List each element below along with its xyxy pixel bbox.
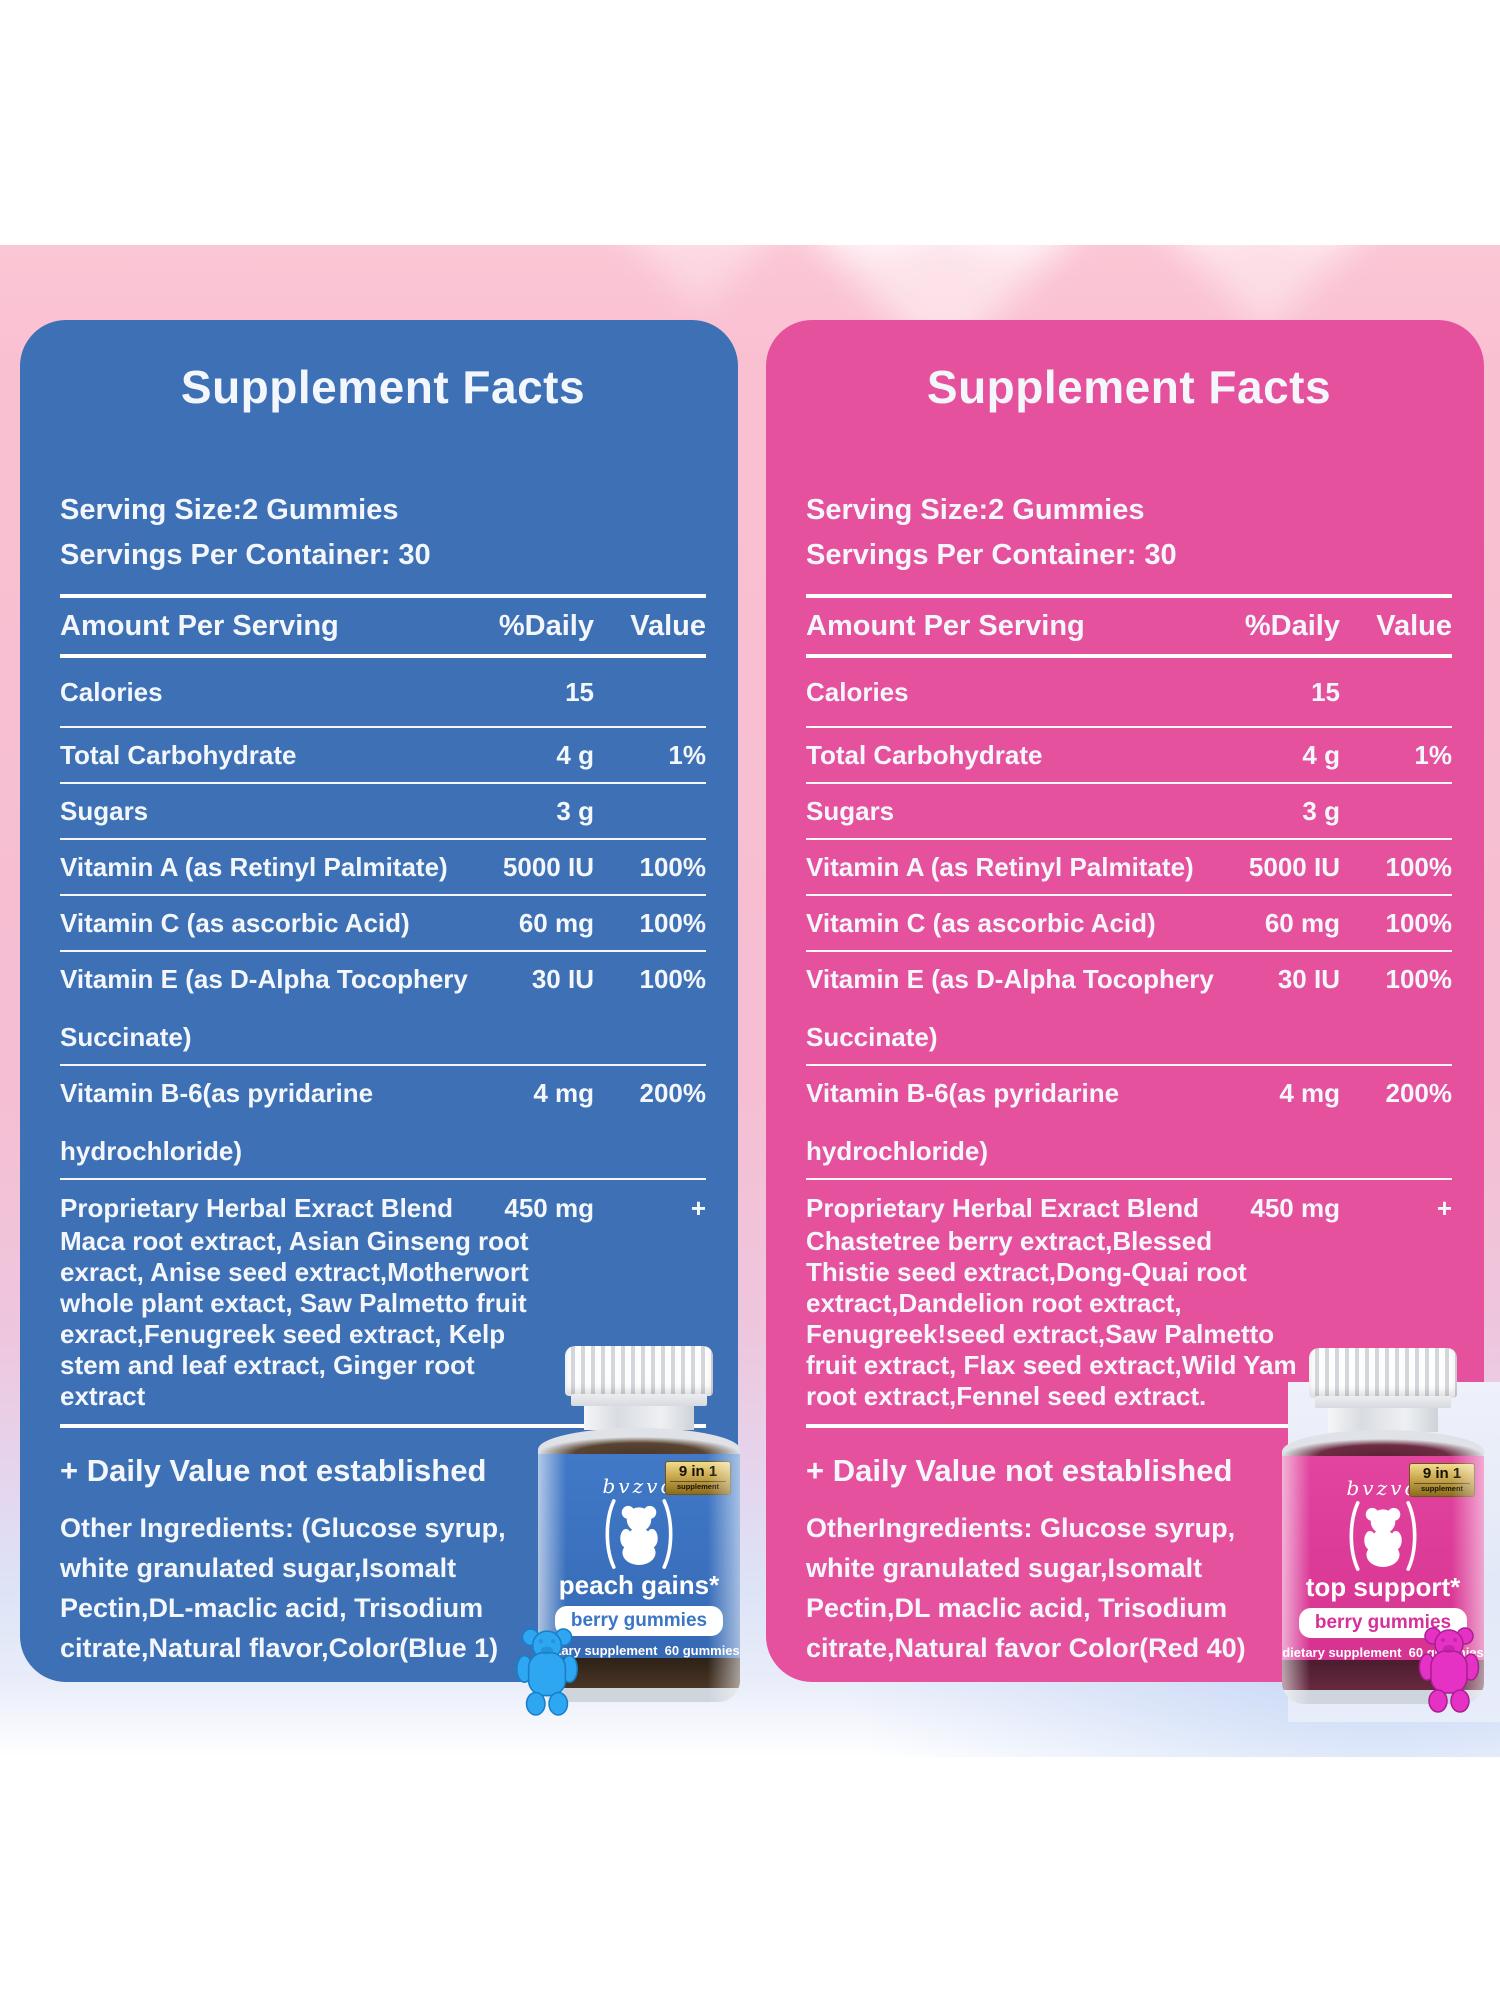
divider <box>60 1424 706 1428</box>
header-amount-per-serving: Amount Per Serving <box>806 610 1085 642</box>
header-value: Value <box>630 610 706 642</box>
other-ingredients: Other Ingredients: (Glucose syrup, white… <box>60 1513 506 1663</box>
table-row-vitamin-a: Vitamin A (as Retinyl Palmitate) 5000 IU 1… <box>60 838 706 894</box>
servings-per-container: Servings Per Container: 30 <box>806 539 1177 571</box>
product-name: peach gains* <box>558 1570 720 1600</box>
panel-title: Supplement Facts <box>926 361 1332 413</box>
table-row-vitamin-b6: Vitamin B-6(as pyridarine 4 mg 200% hydroc… <box>806 1064 1452 1178</box>
table-row-vitamin-e: Vitamin E (as D-Alpha Tocophery 30 IU 100%… <box>806 950 1452 1064</box>
nine-in-one-badge: 9 in 1 supplement <box>665 1461 731 1495</box>
proprietary-blend-row: Proprietary Herbal Exract Blend 450 mg + C… <box>806 1178 1452 1424</box>
product-name: top support* <box>1305 1572 1461 1602</box>
serving-info: Serving Size:2 Gummies Servings Per Cont… <box>60 488 706 578</box>
bear-silhouette-icon <box>605 1499 673 1569</box>
gummy-bear-pink <box>1418 1627 1480 1713</box>
divider <box>60 594 706 598</box>
table-header: Amount Per Serving %Daily Value <box>806 598 1452 654</box>
table-row-calories: Calories 15 <box>806 677 1340 707</box>
divider <box>806 594 1452 598</box>
bottle-cap <box>1309 1348 1457 1398</box>
nine-in-one-badge: 9 in 1 supplement <box>1409 1463 1475 1497</box>
product-bottle-peach-gains: 9 in 1 supplement bvzvo <box>538 1346 740 1702</box>
nutrient-table: Calories 15 Total Carbohydrate 4 g 1% Sugar… <box>60 658 706 1424</box>
brand-name: bvzvo <box>602 1474 676 1498</box>
bottle-shoulder <box>1282 1430 1484 1456</box>
bottle-neck <box>1328 1408 1438 1432</box>
table-row-vitamin-b6: Vitamin B-6(as pyridarine 4 mg 200% hydroc… <box>60 1064 706 1178</box>
brand-name: bvzvo <box>1346 1476 1420 1500</box>
bottle-glass-bottom <box>538 1688 740 1702</box>
serving-size: Serving Size:2 Gummies <box>60 494 399 526</box>
table-row-sugars: Sugars 3 g <box>806 782 1452 838</box>
table-row-vitamin-c: Vitamin C (as ascorbic Acid) 60 mg 100% <box>806 894 1452 950</box>
table-row-calories: Calories 15 <box>60 677 594 707</box>
serving-info: Serving Size:2 Gummies Servings Per Cont… <box>806 488 1452 578</box>
header-percent-daily: %Daily <box>498 610 594 642</box>
header-value: Value <box>1376 610 1452 642</box>
blend-ingredients: Chastetree berry extract,Blessed Thistie… <box>806 1226 1297 1411</box>
table-row-vitamin-e: Vitamin E (as D-Alpha Tocophery 30 IU 100%… <box>60 950 706 1064</box>
panel-title: Supplement Facts <box>180 361 586 413</box>
divider <box>806 1424 1452 1428</box>
header-amount-per-serving: Amount Per Serving <box>60 610 339 642</box>
blend-ingredients: Maca root extract, Asian Ginseng root ex… <box>60 1226 529 1411</box>
divider <box>806 654 1452 658</box>
table-row-vitamin-a: Vitamin A (as Retinyl Palmitate) 5000 IU 1… <box>806 838 1452 894</box>
table-row-vitamin-c: Vitamin C (as ascorbic Acid) 60 mg 100% <box>60 894 706 950</box>
bottle-cap-lip <box>571 1394 707 1406</box>
nutrient-table: Calories 15 Total Carbohydrate 4 g 1% Sugar… <box>806 658 1452 1424</box>
daily-value-footnote: + Daily Value not established <box>60 1453 487 1488</box>
supplement-facts-panel-pink: Supplement Facts Serving Size:2 Gummies … <box>766 320 1484 1682</box>
gummy-bear-blue <box>516 1628 578 1716</box>
bottle-neck <box>584 1406 694 1430</box>
bottle-cap <box>565 1346 713 1396</box>
flavor-badge: berry gummies <box>554 1606 724 1636</box>
table-row-sugars: Sugars 3 g <box>60 782 706 838</box>
table-row-carbohydrate: Total Carbohydrate 4 g 1% <box>806 726 1452 782</box>
header-percent-daily: %Daily <box>1244 610 1340 642</box>
serving-size: Serving Size:2 Gummies <box>806 494 1145 526</box>
other-ingredients: OtherIngredients: Glucose syrup, white g… <box>806 1513 1246 1663</box>
bottle-shoulder <box>538 1428 740 1454</box>
bottle-label: 9 in 1 supplement bvzvo <box>538 1454 740 1658</box>
bottle-cap-lip <box>1315 1396 1451 1408</box>
table-header: Amount Per Serving %Daily Value <box>60 598 706 654</box>
bottle-label: 9 in 1 supplement bvzvo <box>1282 1456 1484 1660</box>
table-row-carbohydrate: Total Carbohydrate 4 g 1% <box>60 726 706 782</box>
bear-silhouette-icon <box>1349 1501 1417 1571</box>
daily-value-footnote: + Daily Value not established <box>806 1453 1233 1488</box>
servings-per-container: Servings Per Container: 30 <box>60 539 431 571</box>
flavor-badge: berry gummies <box>1298 1608 1468 1638</box>
proprietary-blend-row: Proprietary Herbal Exract Blend 450 mg + M… <box>60 1178 706 1424</box>
bottle-body: 9 in 1 supplement bvzvo <box>538 1454 740 1702</box>
divider <box>60 654 706 658</box>
